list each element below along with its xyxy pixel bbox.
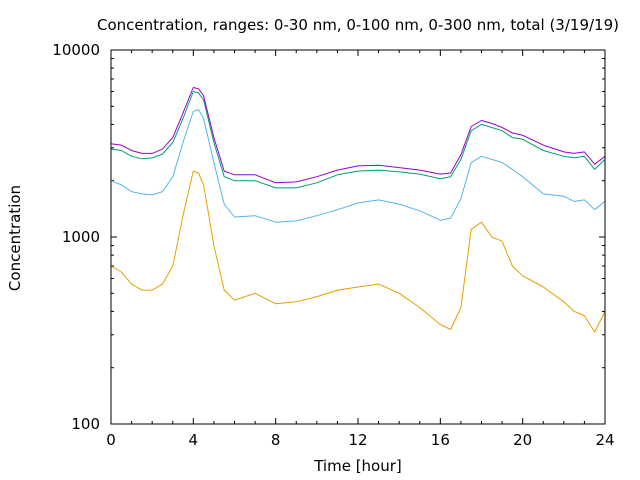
x-tick-label: 0: [106, 431, 116, 449]
series-line-1: [110, 170, 606, 333]
x-tick-label: 16: [431, 431, 450, 449]
y-tick-label: 1000: [62, 228, 100, 246]
series-line-3: [110, 91, 606, 189]
y-tick-label: 10000: [52, 41, 100, 59]
plot-frame: [110, 49, 606, 425]
x-axis-label: Time [hour]: [313, 457, 402, 475]
series-line-4: [110, 87, 606, 184]
series-group: [110, 87, 606, 333]
x-tick-label: 12: [348, 431, 367, 449]
x-tick-label: 8: [271, 431, 281, 449]
axis-ticks: 0 4 8 12 16 20 24 100 1000 10000: [52, 41, 614, 449]
y-axis-label: Concentration: [6, 185, 24, 291]
x-tick-label: 20: [513, 431, 532, 449]
series-line-2: [110, 109, 606, 223]
y-tick-label: 100: [71, 415, 100, 433]
x-tick-label: 24: [595, 431, 614, 449]
x-tick-label: 4: [189, 431, 199, 449]
chart-title: Concentration, ranges: 0-30 nm, 0-100 nm…: [97, 16, 619, 34]
